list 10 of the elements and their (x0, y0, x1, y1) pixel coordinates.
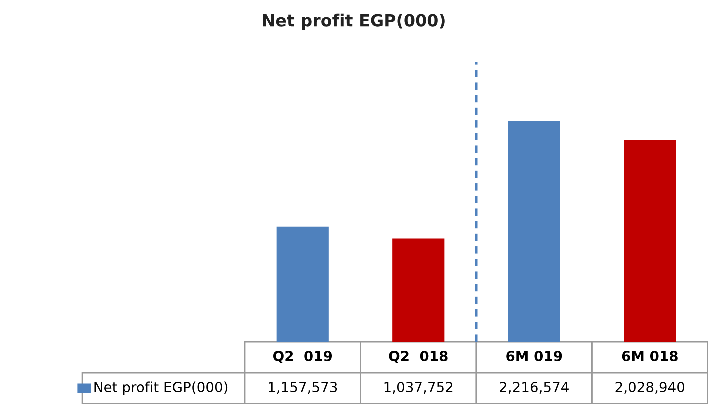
x-tick-label: Q2 019 (274, 351, 332, 364)
chart-title: Net profit EGP(000) (263, 14, 445, 30)
data-label: 2,028,940 (616, 382, 685, 394)
x-tick-label: Q2 018 (389, 351, 448, 364)
legend-label: Net profit EGP(000) (94, 382, 228, 396)
data-label: 1,037,752 (384, 382, 453, 394)
data-label: 2,216,574 (500, 382, 569, 394)
x-tick-label: 6M 019 (506, 351, 562, 362)
data-label: 1,157,573 (269, 382, 338, 394)
x-tick-label: 6M 018 (622, 351, 678, 362)
